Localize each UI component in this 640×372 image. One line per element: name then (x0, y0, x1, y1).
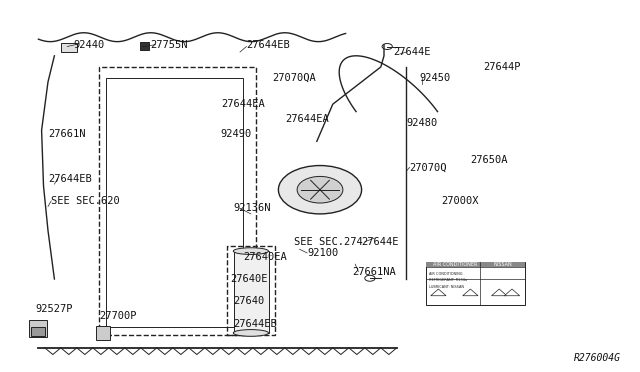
Polygon shape (492, 289, 507, 296)
Text: SEE SEC.274: SEE SEC.274 (294, 237, 363, 247)
Bar (96, 326, 110, 340)
Text: 27644EB: 27644EB (48, 174, 92, 183)
Bar (61, 43, 77, 52)
Text: SEE SEC.620: SEE SEC.620 (51, 196, 120, 206)
Bar (234, 251, 269, 333)
Text: AIR CONDITIONER: AIR CONDITIONER (433, 262, 477, 267)
Text: 27644E: 27644E (394, 47, 431, 57)
Text: LUBRICANT: NISSAN: LUBRICANT: NISSAN (429, 285, 464, 289)
Text: R276004G: R276004G (574, 353, 621, 363)
Text: 27000X: 27000X (442, 196, 479, 206)
Text: 27644EB: 27644EB (234, 319, 277, 328)
Circle shape (382, 44, 392, 49)
Text: 27644EA: 27644EA (285, 114, 328, 124)
Polygon shape (431, 289, 446, 296)
Circle shape (278, 166, 362, 214)
Text: 27644E: 27644E (362, 237, 399, 247)
Circle shape (297, 176, 343, 203)
Text: AIR CONDITIONING: AIR CONDITIONING (429, 272, 462, 276)
Bar (227, 246, 275, 335)
Bar (426, 262, 525, 305)
Circle shape (365, 275, 375, 281)
Bar (140, 42, 149, 50)
Text: 92136N: 92136N (234, 203, 271, 213)
Text: 92440: 92440 (74, 40, 105, 49)
Ellipse shape (234, 248, 269, 254)
Text: 27700P: 27700P (99, 311, 137, 321)
Text: 92490: 92490 (221, 129, 252, 139)
Text: 27644EB: 27644EB (246, 40, 290, 49)
Text: 92480: 92480 (406, 118, 438, 128)
Text: 27644P: 27644P (483, 62, 521, 72)
Bar (99, 67, 256, 335)
Text: 27640EA: 27640EA (243, 252, 287, 262)
Text: 27070QA: 27070QA (272, 73, 316, 83)
Polygon shape (463, 289, 478, 296)
Bar (426, 262, 525, 267)
Text: NISSAN: NISSAN (493, 262, 513, 267)
Text: 92100: 92100 (307, 248, 339, 258)
Bar (31, 327, 45, 336)
Ellipse shape (234, 330, 269, 336)
Text: 27661N: 27661N (48, 129, 86, 139)
Text: 27644EA: 27644EA (221, 99, 264, 109)
Text: 27661NA: 27661NA (352, 267, 396, 276)
Text: 27070Q: 27070Q (410, 163, 447, 172)
Text: 27640E: 27640E (230, 274, 268, 284)
Text: 92527P: 92527P (35, 304, 73, 314)
Text: 92450: 92450 (419, 73, 451, 83)
Text: 27640: 27640 (234, 296, 265, 306)
Bar (29, 320, 47, 337)
Text: 27650A: 27650A (470, 155, 508, 165)
Text: 27755N: 27755N (150, 40, 188, 49)
Text: REFRIGERANT: R134a: REFRIGERANT: R134a (429, 278, 467, 282)
Bar (106, 78, 243, 327)
Polygon shape (504, 289, 520, 296)
